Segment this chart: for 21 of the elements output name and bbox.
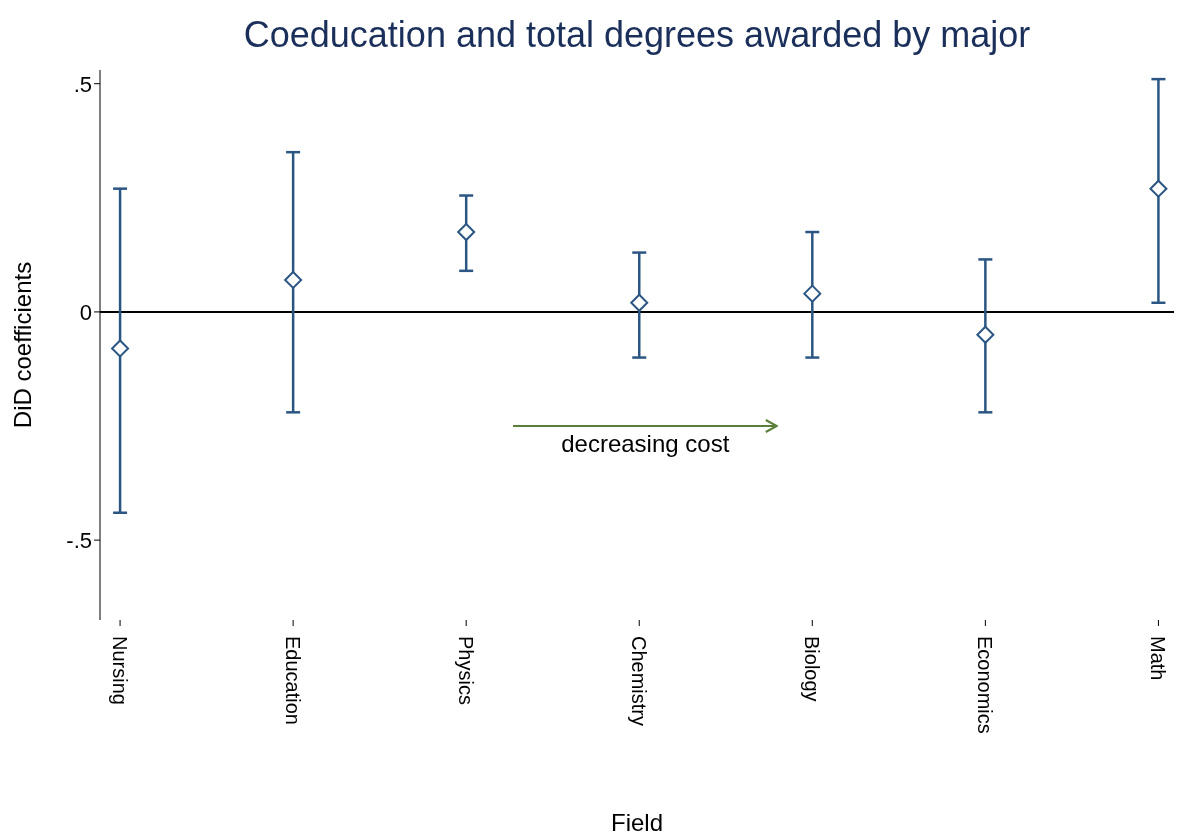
point — [457, 223, 476, 242]
x-tick-label: Economics — [974, 636, 997, 734]
point — [284, 270, 303, 289]
point — [1149, 179, 1168, 198]
point — [630, 293, 649, 312]
x-tick-label: Biology — [801, 636, 824, 702]
y-tick-label: -.5 — [66, 527, 92, 553]
x-tick-label: Nursing — [109, 636, 132, 705]
x-tick-label: Math — [1147, 636, 1170, 681]
y-axis-title: DiD coefficients — [8, 261, 36, 429]
y-tick-label: .5 — [73, 71, 92, 97]
x-axis-title: Field — [610, 809, 664, 836]
point — [976, 325, 995, 344]
y-tick-label: 0 — [79, 299, 92, 325]
point — [803, 284, 822, 303]
x-tick-label: Education — [282, 636, 305, 725]
point — [111, 339, 130, 358]
annotation: decreasing cost — [560, 430, 731, 459]
x-tick-label: Chemistry — [628, 636, 651, 727]
x-tick-label: Physics — [455, 636, 478, 705]
chart-title: Coeducation and total degrees awarded by major — [242, 14, 1032, 56]
